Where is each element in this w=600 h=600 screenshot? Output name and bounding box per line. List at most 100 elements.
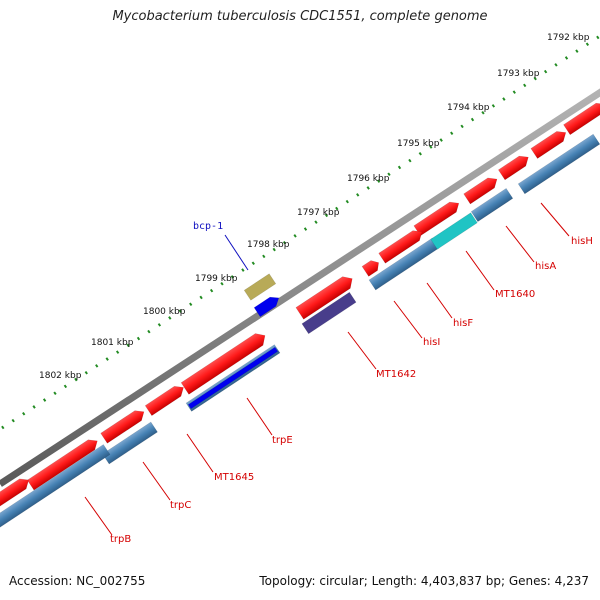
cds-feature-reverse <box>102 421 158 465</box>
gene-labels: hisH hisA MT1640 hisF hisI MT1642 trpE MT1645 tr… <box>110 221 593 545</box>
label-leader-line <box>426 282 453 319</box>
ruler-label: 1800 kbp <box>143 307 186 317</box>
ruler-track <box>1 35 600 430</box>
ruler-tick <box>303 227 308 231</box>
gene-label[interactable]: MT1640 <box>495 289 535 300</box>
ruler-label: 1794 kbp <box>447 103 490 113</box>
ruler-tick <box>366 186 370 190</box>
ruler-tick <box>543 69 548 74</box>
ruler-tick <box>533 76 537 81</box>
ruler-tick <box>220 281 224 286</box>
ruler-label: 1798 kbp <box>247 240 290 250</box>
ruler-tick <box>282 240 287 245</box>
backbone-line <box>0 88 600 487</box>
cds-feature <box>530 131 567 159</box>
label-leader-line <box>186 433 214 473</box>
ruler-tick <box>408 158 412 163</box>
ruler-tick <box>460 124 464 129</box>
ruler-tick <box>189 302 193 307</box>
ruler-tick <box>105 357 109 361</box>
bcp-feature <box>243 273 277 301</box>
ruler-tick <box>585 42 590 47</box>
ruler-tick <box>230 275 235 279</box>
label-leader-line <box>246 397 273 436</box>
feature-track <box>0 102 600 530</box>
gene-label[interactable]: trpB <box>110 534 131 545</box>
cyan-feature <box>430 212 478 250</box>
ruler-tick <box>335 206 339 211</box>
gene-label[interactable]: hisF <box>453 318 473 329</box>
ruler-tick <box>272 247 276 252</box>
ruler-tick <box>418 151 422 156</box>
ruler-tick <box>168 316 172 320</box>
cds-feature <box>100 410 145 444</box>
gene-label[interactable]: trpC <box>170 500 191 511</box>
ruler-tick <box>554 63 558 67</box>
ruler-tick <box>376 179 381 183</box>
ruler-label: 1792 kbp <box>547 33 590 43</box>
ruler-tick <box>491 104 496 108</box>
ruler-tick <box>345 199 349 204</box>
ruler-tick <box>63 384 68 389</box>
cds-feature-reverse <box>470 188 514 222</box>
accession-text: Accession: NC_002755 <box>9 574 146 588</box>
ruler-tick <box>147 329 151 334</box>
ruler-tick <box>53 391 57 396</box>
cds-feature <box>26 439 98 491</box>
ruler-tick <box>502 97 506 101</box>
ruler-tick <box>95 364 99 368</box>
cds-feature-reverse <box>0 444 111 530</box>
ruler-tick <box>251 261 255 266</box>
cds-feature <box>563 102 600 136</box>
ruler-tick <box>241 268 245 272</box>
cds-feature <box>180 333 266 395</box>
ruler-label: 1799 kbp <box>195 274 238 284</box>
ruler-tick <box>470 117 475 122</box>
label-leader-line <box>224 234 249 271</box>
label-leader-line <box>84 496 113 536</box>
ruler-tick <box>199 295 203 300</box>
ruler-tick <box>11 418 15 423</box>
label-leader-line <box>142 461 171 501</box>
cds-feature <box>295 276 353 320</box>
ruler-tick <box>450 131 454 136</box>
label-leader-line <box>540 202 570 237</box>
label-leader-line <box>393 300 423 339</box>
ruler-tick <box>32 405 36 409</box>
ruler-tick <box>262 254 266 259</box>
label-leader-line <box>347 331 377 370</box>
gene-label[interactable]: hisI <box>423 337 440 348</box>
ruler-label: 1795 kbp <box>397 139 440 149</box>
gene-label[interactable]: hisH <box>571 236 593 247</box>
blue-feature <box>187 346 279 410</box>
gene-label[interactable]: hisA <box>535 261 556 272</box>
cds-feature <box>463 177 498 205</box>
feature-label-bcp[interactable]: bcp-1 <box>193 221 223 232</box>
ruler-tick <box>481 110 485 115</box>
cds-feature <box>0 478 29 508</box>
gene-label[interactable]: MT1642 <box>376 369 416 380</box>
ruler-label: 1793 kbp <box>497 69 540 79</box>
ruler-tick <box>596 35 600 40</box>
ruler-tick <box>356 193 360 197</box>
label-leader-line <box>505 225 535 263</box>
gene-label[interactable]: MT1645 <box>214 472 254 483</box>
ruler-label: 1797 kbp <box>297 208 340 218</box>
cds-feature <box>144 386 184 416</box>
map-title: Mycobacterium tuberculosis CDC1551, comp… <box>112 9 488 24</box>
label-leader-line <box>465 250 495 291</box>
ruler-tick <box>293 234 297 238</box>
ruler-tick <box>209 288 214 293</box>
ruler-tick <box>397 165 402 170</box>
ruler-label: 1796 kbp <box>347 174 390 184</box>
blue-arrow-feature <box>253 296 280 318</box>
ruler-tick <box>523 83 527 88</box>
ruler-tick <box>564 56 569 60</box>
ruler-tick <box>575 49 579 53</box>
navy-feature <box>301 291 357 335</box>
ruler-tick <box>157 323 162 327</box>
ruler-tick <box>512 90 516 94</box>
cds-feature <box>497 155 529 181</box>
gene-label[interactable]: trpE <box>272 435 293 446</box>
